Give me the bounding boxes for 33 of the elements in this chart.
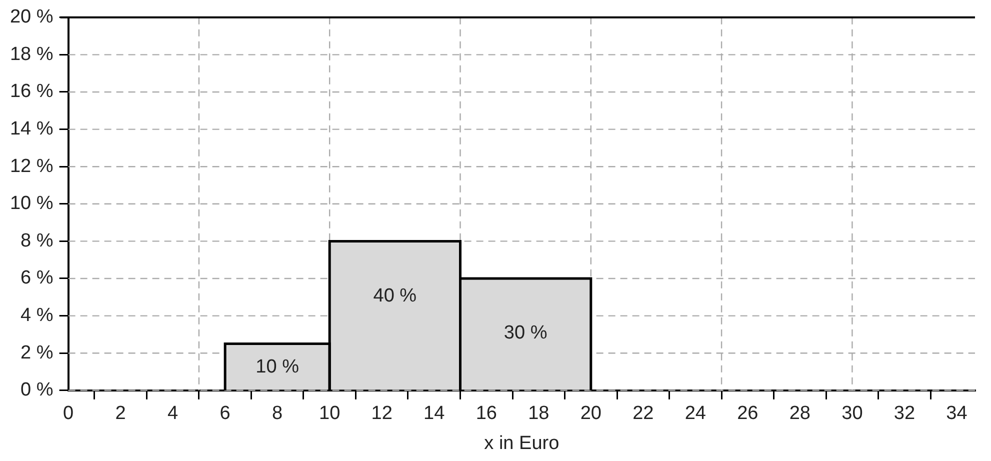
x-axis-title: x in Euro <box>484 432 560 454</box>
x-tick-label: 30 <box>842 403 863 424</box>
y-tick-label: 6 % <box>20 268 54 289</box>
x-tick-label: 6 <box>220 403 230 424</box>
y-tick-label: 16 % <box>10 81 54 102</box>
x-tick-label: 26 <box>737 403 758 424</box>
x-tick-label: 10 <box>319 403 340 424</box>
y-tick-label: 10 % <box>10 193 54 214</box>
x-tick-label: 8 <box>272 403 283 424</box>
y-tick-label: 18 % <box>10 44 54 65</box>
x-tick-label: 4 <box>168 403 179 424</box>
annotation: 10 % <box>256 356 300 378</box>
x-tick-label: 14 <box>424 403 446 424</box>
x-tick-label: 22 <box>632 403 654 424</box>
y-tick-label: 12 % <box>10 156 54 177</box>
x-tick-label: 12 <box>371 403 392 424</box>
y-tick-label: 20 % <box>10 6 54 28</box>
x-tick-label: 32 <box>894 403 916 424</box>
y-tick-label: 0 % <box>20 380 54 401</box>
y-tick-label: 14 % <box>10 118 54 140</box>
x-tick-label: 16 <box>476 403 497 424</box>
y-tick-label: 2 % <box>20 342 54 364</box>
y-tick-label: 4 % <box>20 305 54 326</box>
x-tick-label: 20 <box>580 403 602 424</box>
x-tick-label: 34 <box>946 403 968 424</box>
x-tick-label: 0 <box>63 403 74 424</box>
y-tick-label: 8 % <box>20 230 54 252</box>
annotation: 30 % <box>504 322 548 344</box>
x-tick-label: 2 <box>115 403 126 424</box>
annotation: 40 % <box>373 285 417 306</box>
x-tick-label: 24 <box>684 403 706 424</box>
x-tick-label: 18 <box>528 403 550 424</box>
x-tick-label: 28 <box>789 403 811 424</box>
